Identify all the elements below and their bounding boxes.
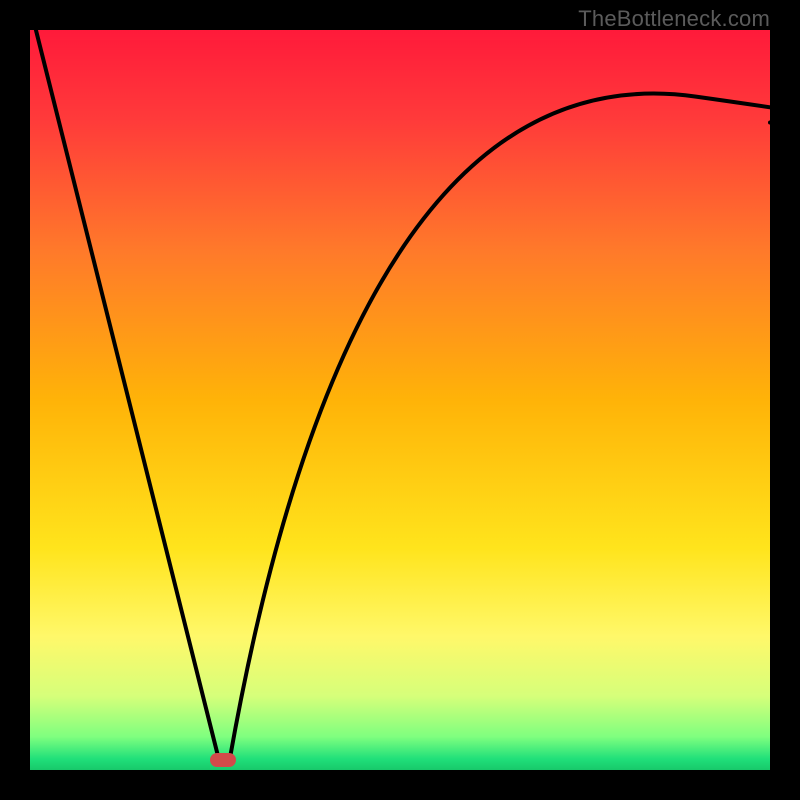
chart-container: TheBottleneck.com xyxy=(0,0,800,800)
v-curve-left-branch xyxy=(36,30,219,759)
watermark-text: TheBottleneck.com xyxy=(578,6,770,32)
curve-layer xyxy=(30,30,770,770)
plot-area xyxy=(30,30,770,770)
minimum-marker xyxy=(210,753,236,767)
v-curve-right-branch xyxy=(230,94,800,759)
